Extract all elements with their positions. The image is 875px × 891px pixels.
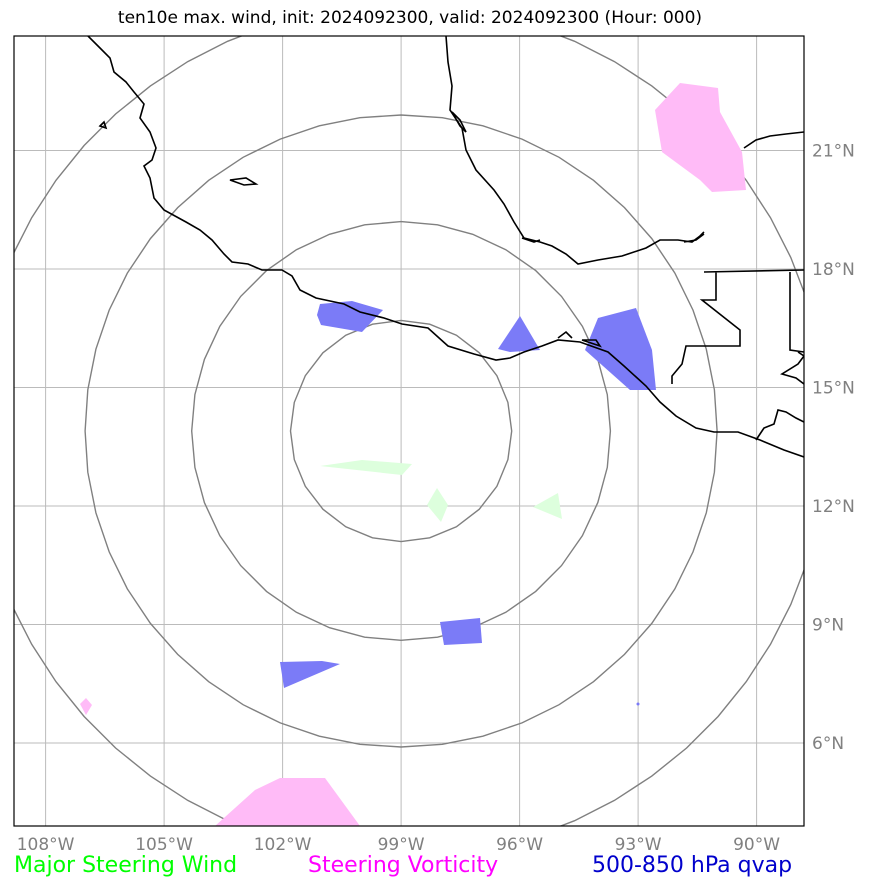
map-title: ten10e max. wind, init: 2024092300, vali… xyxy=(117,8,703,28)
qvap-area-east xyxy=(585,308,656,390)
lon-label-2: 102°W xyxy=(254,835,312,855)
wind-area-center xyxy=(320,460,412,475)
lon-label-0: 108°W xyxy=(17,835,75,855)
lat-label-1: 18°N xyxy=(812,260,855,280)
coastline-fonseca xyxy=(557,330,602,348)
range-ring-0 xyxy=(289,319,513,543)
islas-marias xyxy=(229,177,259,186)
wind-area-east xyxy=(533,493,562,519)
lon-label-6: 90°W xyxy=(733,835,780,855)
lat-label-0: 21°N xyxy=(812,142,855,162)
range-ring-2 xyxy=(84,114,718,748)
qvap-area-south-1 xyxy=(440,618,482,645)
lat-label-2: 15°N xyxy=(812,379,855,399)
lon-label-4: 96°W xyxy=(496,835,543,855)
longitude-tick-labels: 108°W 105°W 102°W 99°W 96°W 93°W 90°W xyxy=(17,835,781,855)
lon-label-5: 93°W xyxy=(615,835,662,855)
coastline-honduras xyxy=(755,409,804,441)
legend-steering-vorticity: Steering Vorticity xyxy=(308,853,499,878)
lat-lon-gridlines xyxy=(14,36,804,826)
coastline-pacific-mexico xyxy=(87,36,804,458)
gulf-lagoon-1 xyxy=(451,111,467,133)
legend-qvap: 500-850 hPa qvap xyxy=(592,853,793,878)
gulf-lagoon-3 xyxy=(683,233,705,243)
gulf-lagoon-2 xyxy=(521,237,541,243)
latitude-tick-labels: 21°N 18°N 15°N 12°N 9°N 6°N xyxy=(812,142,855,754)
range-ring-1 xyxy=(190,220,612,642)
lat-label-3: 12°N xyxy=(812,497,855,517)
border-guatemala xyxy=(671,269,804,384)
baja-island xyxy=(98,120,108,130)
lat-label-5: 6°N xyxy=(812,734,844,754)
coastlines xyxy=(87,36,804,458)
qvap-area-west xyxy=(317,301,383,332)
vorticity-area-southwest xyxy=(80,698,92,715)
coastline-yucatan xyxy=(743,131,804,149)
border-belize xyxy=(780,272,804,385)
qvap-speck xyxy=(636,702,640,706)
vorticity-area-northeast xyxy=(655,83,746,192)
lon-label-3: 99°W xyxy=(378,835,425,855)
shaded-fields xyxy=(80,83,746,826)
vorticity-area-south xyxy=(215,778,360,826)
range-ring-3 xyxy=(14,36,804,826)
range-rings xyxy=(14,36,804,826)
qvap-area-central xyxy=(498,316,540,352)
lat-label-4: 9°N xyxy=(812,616,844,636)
qvap-area-south-2 xyxy=(280,661,340,688)
lon-label-1: 105°W xyxy=(135,835,193,855)
map-frame xyxy=(13,35,805,827)
wind-area-south xyxy=(427,488,448,522)
legend-major-steering-wind: Major Steering Wind xyxy=(14,853,238,878)
